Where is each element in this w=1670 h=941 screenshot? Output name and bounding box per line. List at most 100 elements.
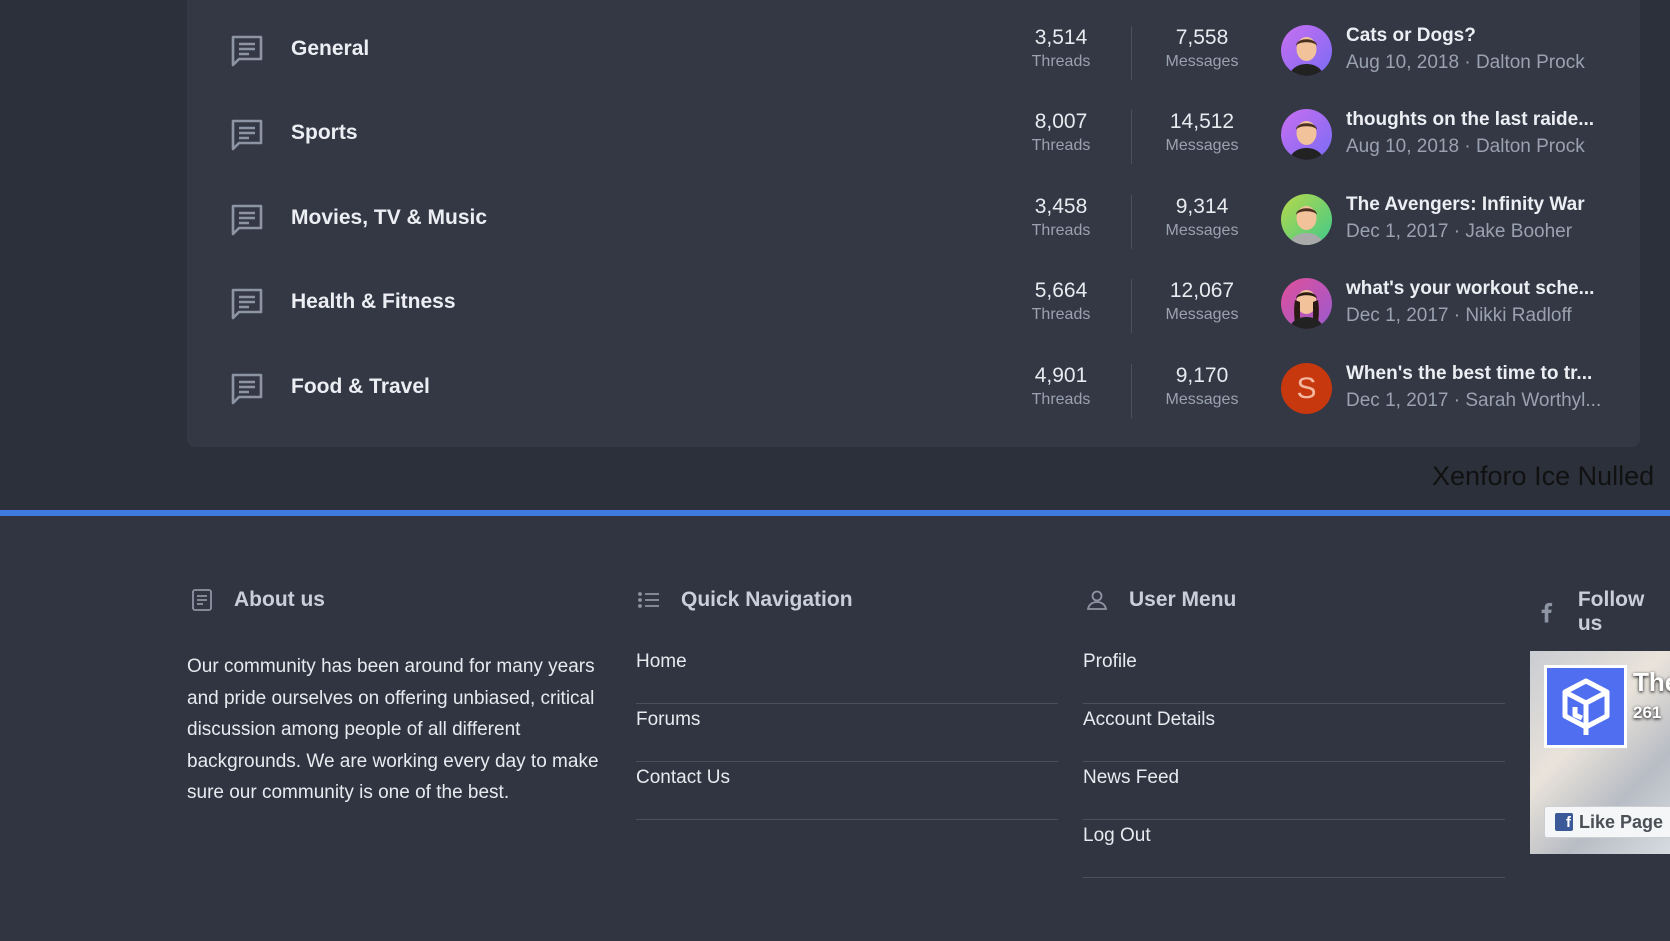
latest-date[interactable]: Dec 1, 2017 [1346,305,1449,326]
threads-count: 5,664 [1034,279,1088,302]
threads-label: Threads [1031,222,1091,239]
menu-profile[interactable]: Profile [1083,646,1505,704]
user-menu-list: Profile Account Details News Feed Log Ou… [1083,646,1505,878]
threads-label: Threads [1031,53,1091,70]
latest-date[interactable]: Dec 1, 2017 [1346,390,1449,411]
messages-label: Messages [1165,137,1239,154]
latest-post: Cats or Dogs? Aug 10, 2018 · Dalton Proc… [1346,25,1606,74]
forum-title[interactable]: Movies, TV & Music [291,206,488,229]
page-name[interactable]: The [1633,667,1670,697]
latest-user[interactable]: Dalton Prock [1475,52,1585,73]
nav-contact-us[interactable]: Contact Us [636,762,1058,820]
accent-divider [0,510,1670,516]
user-face-icon [1289,121,1324,160]
messages-stat: 7,558 Messages [1147,26,1257,71]
latest-thread-link[interactable]: When's the best time to tr... [1346,363,1593,384]
avatar[interactable] [1281,194,1332,245]
threads-count: 3,514 [1034,26,1088,49]
about-title: About us [234,588,325,611]
latest-meta: Dec 1, 2017 · Jake Booher [1346,221,1606,243]
latest-thread-link[interactable]: thoughts on the last raide... [1346,109,1595,130]
forum-title[interactable]: Health & Fitness [291,290,456,313]
latest-meta: Aug 10, 2018 · Dalton Prock [1346,136,1606,158]
avatar[interactable] [1281,25,1332,76]
threads-label: Threads [1031,137,1091,154]
latest-thread-link[interactable]: Cats or Dogs? [1346,25,1476,46]
about-heading: About us [190,588,325,612]
forum-list-card: General 3,514 Threads 7,558 Messages Cats … [187,0,1640,447]
forum-title[interactable]: Food & Travel [291,375,430,398]
messages-count: 9,170 [1175,364,1229,387]
document-icon [192,589,212,611]
stat-divider [1131,195,1132,249]
latest-meta: Aug 10, 2018 · Dalton Prock [1346,52,1606,74]
forum-row: Sports 8,007 Threads 14,512 Messages thoug… [187,109,1640,218]
quick-nav-heading: Quick Navigation [637,588,853,612]
latest-user[interactable]: Nikki Radloff [1465,305,1572,326]
latest-post: The Avengers: Infinity War Dec 1, 2017 ·… [1346,194,1606,243]
user-menu-title: User Menu [1129,588,1237,611]
messages-label: Messages [1165,391,1239,408]
nav-home[interactable]: Home [636,646,1058,704]
messages-stat: 14,512 Messages [1147,110,1257,155]
discussion-icon [231,204,263,236]
messages-count: 9,314 [1175,195,1229,218]
follow-heading: Follow us [1535,588,1670,636]
nav-forums[interactable]: Forums [636,704,1058,762]
threads-count: 4,901 [1034,364,1088,387]
messages-stat: 9,314 Messages [1147,195,1257,240]
latest-thread-link[interactable]: what's your workout sche... [1346,278,1595,299]
menu-account-details[interactable]: Account Details [1083,704,1505,762]
avatar[interactable] [1281,109,1332,160]
discussion-icon [231,373,263,405]
latest-thread-link[interactable]: The Avengers: Infinity War [1346,194,1585,215]
discussion-icon [231,288,263,320]
forum-title[interactable]: Sports [291,121,358,144]
messages-stat: 9,170 Messages [1147,364,1257,409]
threads-count: 8,007 [1034,110,1088,133]
latest-user[interactable]: Dalton Prock [1475,136,1585,157]
user-face-icon [1289,290,1324,329]
latest-date[interactable]: Aug 10, 2018 [1346,136,1460,157]
avatar[interactable] [1281,278,1332,329]
quick-nav-title: Quick Navigation [681,588,853,611]
list-icon [638,592,659,608]
messages-count: 12,067 [1169,279,1235,302]
latest-user[interactable]: Sarah Worthyl... [1465,390,1602,411]
messages-label: Messages [1165,222,1239,239]
watermark: Xenforo Ice Nulled [1432,461,1655,491]
separator: · [1464,52,1471,73]
like-page-button[interactable]: f Like Page [1544,806,1670,838]
user-icon [1086,590,1108,610]
follow-title: Follow us [1577,588,1645,635]
quick-nav-list: Home Forums Contact Us [636,646,1058,820]
threads-stat: 5,664 Threads [1006,279,1116,324]
forum-title[interactable]: General [291,37,370,60]
separator: · [1453,305,1461,326]
separator: · [1453,390,1461,411]
separator: · [1464,136,1471,157]
about-text: Our community has been around for many y… [187,656,599,803]
footer: About us Our community has been around f… [0,516,1670,941]
forum-row: Health & Fitness 5,664 Threads 12,067 Mess… [187,278,1640,387]
menu-log-out[interactable]: Log Out [1083,820,1505,878]
facebook-page-widget[interactable]: The 261 f Like Page [1530,651,1670,854]
messages-label: Messages [1165,53,1239,70]
separator: · [1453,221,1461,242]
latest-post: When's the best time to tr... Dec 1, 201… [1346,363,1606,412]
page-logo [1544,665,1627,748]
threads-count: 3,458 [1034,195,1088,218]
menu-news-feed[interactable]: News Feed [1083,762,1505,820]
latest-meta: Dec 1, 2017 · Sarah Worthyl... [1346,390,1606,412]
threads-stat: 3,458 Threads [1006,195,1116,240]
discussion-icon [231,35,263,67]
latest-date[interactable]: Dec 1, 2017 [1346,221,1449,242]
messages-label: Messages [1165,306,1239,323]
latest-date[interactable]: Aug 10, 2018 [1346,52,1460,73]
latest-user[interactable]: Jake Booher [1465,221,1573,242]
latest-post: thoughts on the last raide... Aug 10, 20… [1346,109,1606,158]
avatar[interactable]: S [1281,363,1332,414]
threads-label: Threads [1031,306,1091,323]
user-menu-heading: User Menu [1085,588,1236,612]
stat-divider [1131,26,1132,80]
